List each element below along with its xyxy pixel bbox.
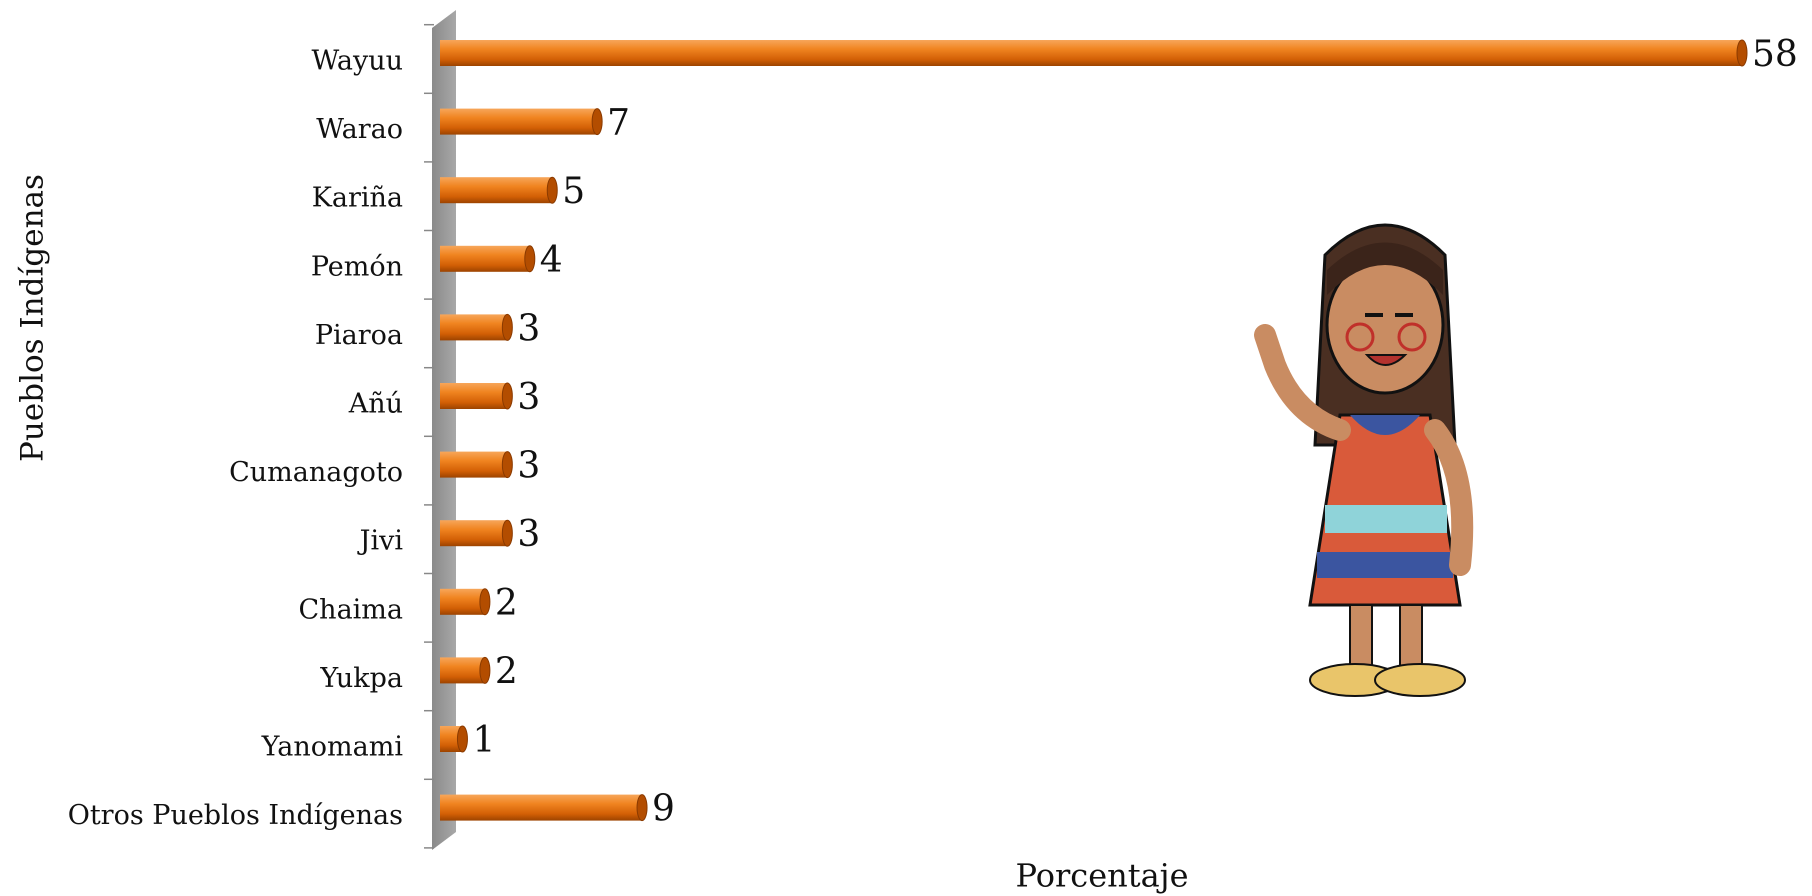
bar	[440, 451, 508, 478]
bar-cap	[501, 519, 513, 547]
value-label: 3	[517, 514, 540, 555]
bar	[440, 588, 485, 615]
value-label: 5	[562, 171, 585, 212]
bar-cap	[1736, 39, 1748, 67]
category-label: Yanomami	[261, 732, 404, 763]
category-label: Chaima	[299, 594, 403, 625]
value-label: 2	[495, 651, 518, 692]
bar	[440, 383, 508, 409]
axis-wall	[432, 10, 456, 850]
bar	[440, 314, 508, 341]
value-label: 3	[517, 377, 540, 418]
bar-cap	[501, 313, 513, 341]
category-label: Añú	[348, 389, 403, 420]
bar	[440, 108, 598, 135]
bar-cap	[501, 451, 513, 479]
category-label: Otros Pueblos Indígenas	[68, 800, 403, 831]
bar-cap	[479, 588, 491, 616]
category-label: Yukpa	[319, 663, 403, 694]
category-label: Cumanagoto	[229, 457, 403, 488]
bar-cap	[636, 794, 648, 822]
bar-cap	[546, 176, 558, 204]
bar	[440, 794, 643, 821]
bar	[440, 657, 485, 684]
bar	[440, 40, 1742, 66]
value-label: 1	[472, 720, 495, 761]
illustration	[1254, 223, 1474, 697]
value-label: 58	[1752, 34, 1798, 75]
bar	[440, 520, 508, 547]
bar	[440, 177, 553, 204]
value-label: 7	[607, 103, 630, 144]
bar-cap	[501, 382, 513, 410]
bar-cap	[524, 245, 536, 273]
bar	[440, 726, 463, 752]
bar	[440, 245, 530, 272]
x-axis-label: Porcentaje	[1015, 857, 1188, 895]
category-label: Warao	[316, 114, 403, 145]
bar-cap	[591, 108, 603, 136]
value-label: 9	[652, 789, 675, 830]
category-label: Kariña	[312, 183, 403, 214]
value-label: 2	[495, 583, 518, 624]
category-label: Jivi	[357, 526, 404, 557]
category-label: Wayuu	[311, 46, 403, 77]
value-label: 4	[540, 240, 563, 281]
value-label: 3	[517, 446, 540, 487]
y-axis-label: Pueblos Indígenas	[15, 174, 51, 462]
bar-cap	[479, 656, 491, 684]
bar-cap	[456, 725, 468, 753]
category-label: Piaroa	[315, 320, 403, 351]
value-label: 3	[517, 308, 540, 349]
category-label: Pemón	[311, 251, 403, 282]
